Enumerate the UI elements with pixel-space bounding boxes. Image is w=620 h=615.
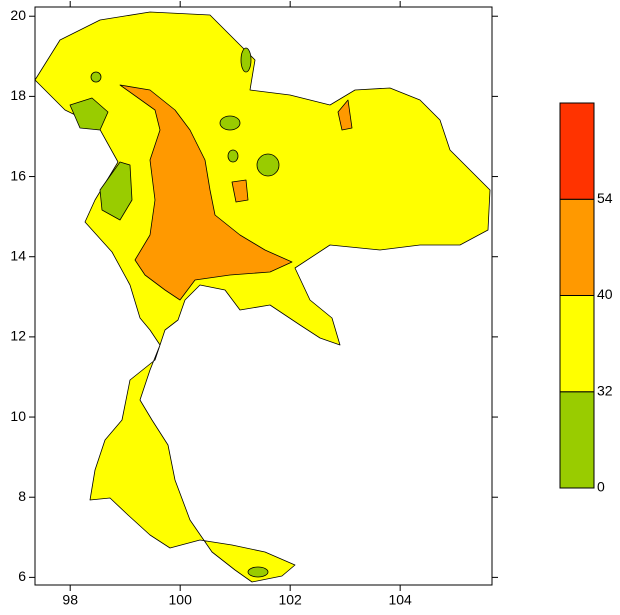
cool-zone	[219, 115, 241, 131]
y-tick-label: 8	[18, 488, 26, 504]
colorbar-label: 0	[597, 479, 605, 495]
y-tick-label: 12	[10, 328, 26, 344]
colorbar-label: 32	[597, 382, 613, 398]
y-tick-label: 18	[10, 87, 26, 103]
warm-zone	[119, 84, 293, 301]
y-tick-label: 20	[10, 7, 26, 23]
cool-zone	[247, 566, 269, 578]
colorbar-segment	[559, 102, 595, 200]
y-tick-label: 16	[10, 167, 26, 183]
map	[34, 11, 491, 583]
x-tick-label: 102	[278, 592, 302, 608]
colorbar-segment	[559, 198, 595, 296]
colorbar-label: 54	[597, 190, 613, 206]
colorbar-label: 40	[597, 286, 613, 302]
warm-zone	[231, 179, 249, 203]
country-shape	[34, 11, 491, 583]
warm-zone	[337, 99, 353, 131]
y-tick-label: 14	[10, 247, 26, 263]
cool-zone	[90, 71, 102, 83]
cool-zone	[256, 153, 280, 177]
colorbar-segment	[559, 391, 595, 489]
cool-zone	[240, 47, 252, 73]
colorbar-segment	[559, 295, 595, 393]
plot-frame	[34, 6, 493, 586]
x-tick-label: 98	[62, 592, 78, 608]
x-tick-label: 100	[169, 592, 193, 608]
cool-zone	[99, 161, 133, 221]
cool-zone	[69, 97, 109, 131]
y-tick-label: 6	[18, 568, 26, 584]
y-tick-label: 10	[10, 408, 26, 424]
cool-zone	[227, 149, 239, 163]
x-tick-label: 104	[388, 592, 412, 608]
